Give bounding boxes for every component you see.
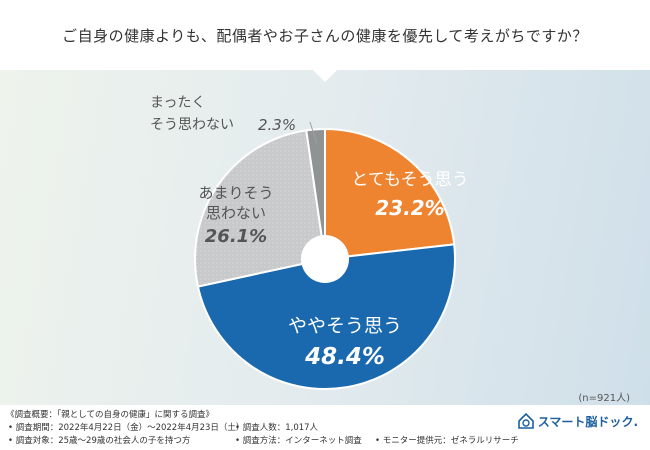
slice-label-somewhat-disagree-line2: 思わない [206, 204, 266, 222]
sample-size-label: (n=921人) [578, 393, 630, 404]
slice-value-strongly-agree: 23.2% [375, 196, 444, 220]
survey-target: • 調査対象：25歳～29歳の社会人の子を持つ方 [8, 436, 191, 446]
slice-label-strongly-disagree-line2: そう思わない [150, 117, 234, 133]
survey-period: • 調査期間：2022年4月22日（金）～2022年4月23日（土） [8, 423, 245, 433]
brand-logo[interactable]: スマート脳ドック. [517, 412, 638, 430]
slice-value-somewhat-agree: 48.4% [304, 344, 385, 370]
slice-label-strongly-agree: とてもそう思う [351, 170, 468, 190]
slice-value-strongly-disagree: 2.3% [258, 116, 296, 134]
monitor-provider: • モニター提供元：ゼネラルリサーチ [375, 436, 519, 446]
leader-line [309, 121, 318, 144]
question-header: ご自身の健康よりも、配偶者やお子さんの健康を優先して考えがちですか？ [0, 0, 650, 70]
speech-notch [313, 70, 337, 82]
question-text: ご自身の健康よりも、配偶者やお子さんの健康を優先して考えがちですか？ [62, 26, 588, 45]
survey-overview: 《調査概要：「親としての自身の健康」に関する調査》 [6, 410, 214, 420]
slice-label-somewhat-agree: ややそう思う [288, 315, 402, 337]
slice-strongly-agree [324, 127, 456, 261]
survey-count: • 調査人数：1,017人 [235, 423, 319, 433]
slice-strongly-disagree [305, 127, 326, 260]
footer: 《調査概要：「親としての自身の健康」に関する調査》 • 調査期間：2022年4月… [0, 405, 650, 450]
slice-value-somewhat-disagree: 26.1% [205, 226, 267, 247]
slice-somewhat-agree [196, 243, 456, 390]
donut-hole [301, 235, 349, 283]
logo-text: スマート脳ドック. [537, 414, 638, 429]
slice-somewhat-disagree [194, 129, 327, 288]
brain-house-icon [517, 412, 534, 429]
survey-method: • 調査方法：インターネット調査 [235, 436, 362, 446]
slice-label-strongly-disagree-line1: まったく [150, 95, 205, 111]
slice-label-somewhat-disagree-line1: あまりそう [198, 184, 273, 202]
